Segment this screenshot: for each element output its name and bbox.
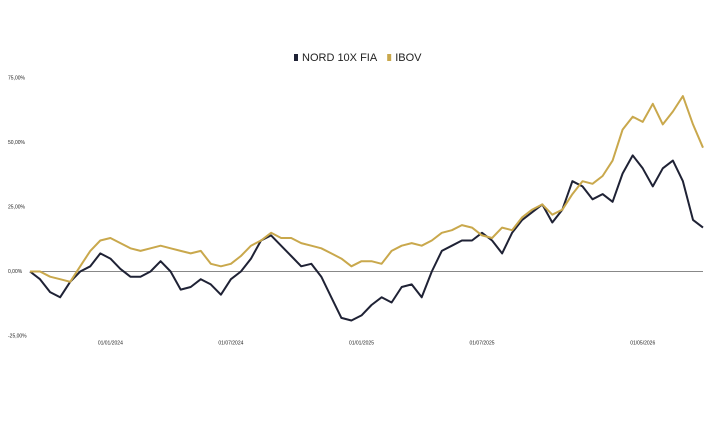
legend-swatch xyxy=(387,54,392,61)
x-tick-label: 01/05/2026 xyxy=(630,340,655,346)
x-tick-label: 01/01/2025 xyxy=(349,340,374,346)
x-tick-label: 01/07/2024 xyxy=(218,340,243,346)
y-tick-label: 25,00% xyxy=(8,204,26,210)
y-tick-label: 0,00% xyxy=(8,269,23,275)
legend-swatch xyxy=(294,54,298,61)
y-tick-label: -25,00% xyxy=(8,333,27,339)
series-line xyxy=(30,95,704,283)
legend-label: IBOV xyxy=(395,52,422,64)
y-tick-label: 50,00% xyxy=(8,140,26,146)
x-tick-label: 01/07/2025 xyxy=(469,340,494,346)
x-tick-label: 01/01/2024 xyxy=(98,340,123,346)
y-tick-label: 75,00% xyxy=(8,75,26,81)
legend-label: NORD 10X FIA xyxy=(302,52,378,64)
series-line xyxy=(29,154,704,322)
